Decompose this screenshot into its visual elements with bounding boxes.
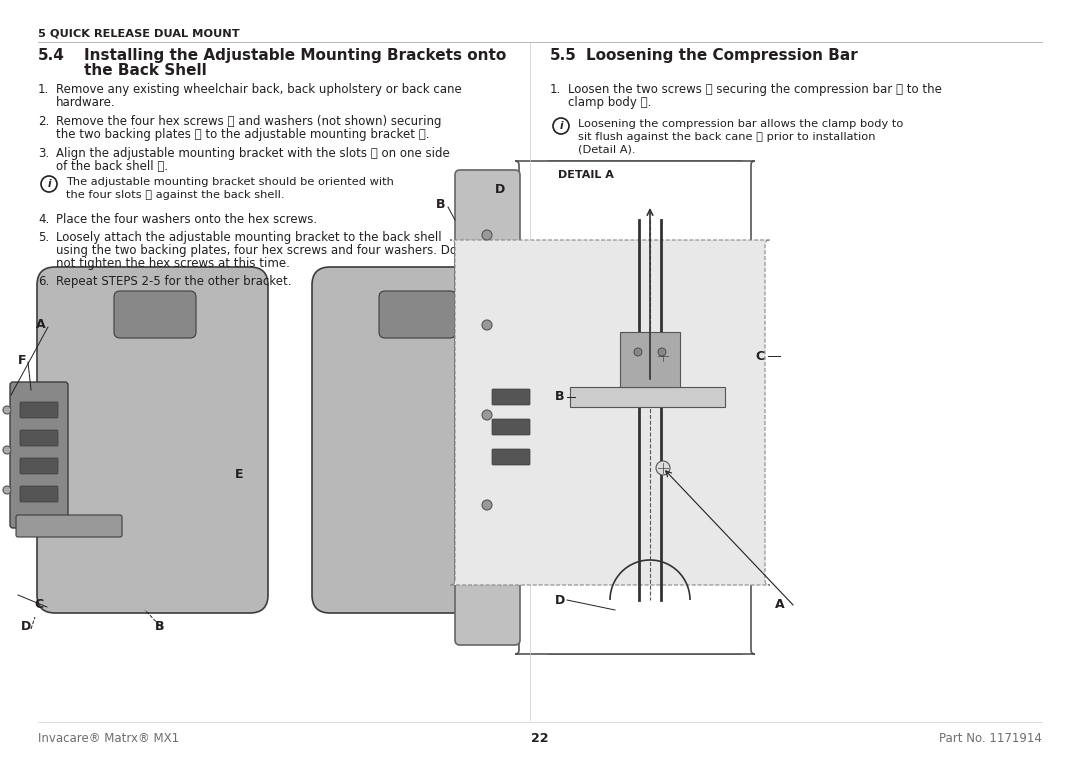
- FancyBboxPatch shape: [483, 372, 539, 498]
- Text: sit flush against the back cane Ⓓ prior to installation: sit flush against the back cane Ⓓ prior …: [578, 132, 876, 142]
- Circle shape: [482, 410, 492, 420]
- Text: 5 QUICK RELEASE DUAL MOUNT: 5 QUICK RELEASE DUAL MOUNT: [38, 28, 240, 38]
- Circle shape: [3, 406, 11, 414]
- Text: clamp body Ⓒ.: clamp body Ⓒ.: [568, 96, 651, 109]
- FancyBboxPatch shape: [37, 267, 268, 613]
- Text: C: C: [33, 598, 43, 611]
- Text: i: i: [559, 121, 563, 131]
- Text: Remove any existing wheelchair back, back upholstery or back cane: Remove any existing wheelchair back, bac…: [56, 83, 462, 96]
- Text: B: B: [156, 620, 164, 633]
- FancyBboxPatch shape: [312, 267, 518, 613]
- Text: Part No. 1171914: Part No. 1171914: [940, 732, 1042, 745]
- Circle shape: [634, 348, 642, 356]
- Text: 6.: 6.: [38, 275, 50, 288]
- Text: 22: 22: [531, 732, 549, 745]
- Text: the Back Shell: the Back Shell: [84, 63, 206, 78]
- Text: Loosely attach the adjustable mounting bracket to the back shell: Loosely attach the adjustable mounting b…: [56, 231, 442, 244]
- Text: A: A: [775, 598, 785, 611]
- Text: Loosen the two screws Ⓐ securing the compression bar Ⓑ to the: Loosen the two screws Ⓐ securing the com…: [568, 83, 942, 96]
- Text: the two backing plates Ⓑ to the adjustable mounting bracket Ⓒ.: the two backing plates Ⓑ to the adjustab…: [56, 128, 430, 141]
- Text: B: B: [435, 198, 445, 212]
- Text: 5.5: 5.5: [550, 48, 577, 63]
- FancyBboxPatch shape: [114, 291, 195, 338]
- Circle shape: [656, 349, 670, 363]
- Text: D: D: [555, 594, 565, 607]
- Text: Repeat STEPS 2-5 for the other bracket.: Repeat STEPS 2-5 for the other bracket.: [56, 275, 292, 288]
- FancyBboxPatch shape: [21, 458, 58, 474]
- Circle shape: [3, 486, 11, 494]
- Text: 5.: 5.: [38, 231, 49, 244]
- Circle shape: [482, 500, 492, 510]
- FancyBboxPatch shape: [379, 291, 456, 338]
- Text: D: D: [21, 620, 31, 633]
- Circle shape: [656, 461, 670, 475]
- Text: the four slots Ⓕ against the back shell.: the four slots Ⓕ against the back shell.: [66, 190, 284, 200]
- Text: 2.: 2.: [38, 115, 50, 128]
- Circle shape: [658, 348, 666, 356]
- Text: Remove the four hex screws Ⓐ and washers (not shown) securing: Remove the four hex screws Ⓐ and washers…: [56, 115, 442, 128]
- Text: Invacare® Matrx® MX1: Invacare® Matrx® MX1: [38, 732, 179, 745]
- Circle shape: [482, 230, 492, 240]
- Text: 1.: 1.: [550, 83, 562, 96]
- FancyBboxPatch shape: [21, 402, 58, 418]
- FancyBboxPatch shape: [450, 240, 770, 585]
- Bar: [570, 387, 725, 407]
- Text: Align the adjustable mounting bracket with the slots Ⓓ on one side: Align the adjustable mounting bracket wi…: [56, 147, 449, 160]
- Text: not tighten the hex screws at this time.: not tighten the hex screws at this time.: [56, 257, 289, 270]
- FancyBboxPatch shape: [492, 449, 530, 465]
- Text: DETAIL A: DETAIL A: [558, 170, 613, 180]
- Text: B: B: [555, 390, 565, 404]
- FancyBboxPatch shape: [492, 389, 530, 405]
- Bar: [620, 332, 680, 387]
- Text: 5.4: 5.4: [38, 48, 65, 63]
- Text: 4.: 4.: [38, 213, 50, 226]
- FancyBboxPatch shape: [10, 382, 68, 528]
- Text: C: C: [756, 350, 765, 363]
- Text: The adjustable mounting bracket should be oriented with: The adjustable mounting bracket should b…: [66, 177, 394, 187]
- Circle shape: [3, 446, 11, 454]
- Text: Loosening the compression bar allows the clamp body to: Loosening the compression bar allows the…: [578, 119, 903, 129]
- Text: F: F: [18, 354, 27, 367]
- FancyBboxPatch shape: [492, 419, 530, 435]
- Text: A: A: [36, 319, 45, 331]
- Text: Loosening the Compression Bar: Loosening the Compression Bar: [586, 48, 858, 63]
- Text: 3.: 3.: [38, 147, 49, 160]
- FancyBboxPatch shape: [16, 515, 122, 537]
- Text: hardware.: hardware.: [56, 96, 116, 109]
- Text: (Detail A).: (Detail A).: [578, 145, 635, 155]
- Circle shape: [482, 320, 492, 330]
- Text: Place the four washers onto the hex screws.: Place the four washers onto the hex scre…: [56, 213, 318, 226]
- FancyBboxPatch shape: [515, 161, 755, 654]
- FancyBboxPatch shape: [455, 170, 519, 645]
- Text: using the two backing plates, four hex screws and four washers. Do: using the two backing plates, four hex s…: [56, 244, 457, 257]
- Text: Installing the Adjustable Mounting Brackets onto: Installing the Adjustable Mounting Brack…: [84, 48, 507, 63]
- Text: i: i: [48, 179, 51, 189]
- Text: of the back shell Ⓔ.: of the back shell Ⓔ.: [56, 160, 168, 173]
- FancyBboxPatch shape: [21, 486, 58, 502]
- FancyBboxPatch shape: [546, 161, 744, 654]
- FancyBboxPatch shape: [21, 430, 58, 446]
- Text: E: E: [235, 469, 243, 482]
- Text: 1.: 1.: [38, 83, 50, 96]
- Text: D: D: [495, 183, 505, 196]
